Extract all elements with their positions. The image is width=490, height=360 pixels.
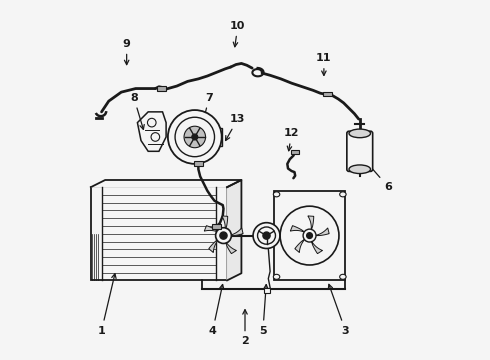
Polygon shape: [314, 228, 329, 235]
Ellipse shape: [258, 227, 275, 244]
Circle shape: [216, 228, 231, 243]
Polygon shape: [308, 216, 314, 231]
FancyBboxPatch shape: [291, 149, 299, 154]
Polygon shape: [204, 226, 220, 233]
Polygon shape: [291, 226, 306, 233]
Text: 4: 4: [209, 284, 224, 336]
Text: 13: 13: [225, 114, 245, 140]
Polygon shape: [295, 238, 306, 252]
Circle shape: [263, 232, 270, 239]
Text: 9: 9: [122, 39, 131, 65]
Circle shape: [184, 126, 205, 148]
Circle shape: [303, 229, 316, 242]
Text: 12: 12: [284, 129, 299, 151]
Polygon shape: [227, 180, 242, 280]
FancyBboxPatch shape: [323, 92, 332, 96]
Circle shape: [307, 233, 313, 238]
Ellipse shape: [253, 223, 280, 248]
Text: 10: 10: [230, 21, 245, 47]
Text: 2: 2: [241, 310, 249, 346]
Ellipse shape: [349, 165, 370, 174]
Circle shape: [151, 133, 160, 141]
Circle shape: [220, 232, 227, 239]
FancyBboxPatch shape: [347, 131, 373, 171]
Ellipse shape: [273, 192, 280, 197]
Text: 11: 11: [316, 53, 332, 75]
FancyBboxPatch shape: [264, 288, 270, 293]
Circle shape: [192, 134, 197, 140]
Text: 3: 3: [328, 284, 349, 336]
Circle shape: [280, 206, 339, 265]
Polygon shape: [91, 180, 242, 187]
Circle shape: [175, 117, 215, 157]
FancyBboxPatch shape: [157, 86, 166, 91]
Ellipse shape: [340, 274, 346, 279]
Text: 8: 8: [130, 93, 144, 129]
Circle shape: [168, 110, 221, 164]
Text: 5: 5: [259, 284, 268, 336]
Text: 7: 7: [202, 93, 213, 122]
Ellipse shape: [273, 274, 280, 279]
Polygon shape: [222, 216, 228, 231]
FancyBboxPatch shape: [194, 161, 203, 166]
Ellipse shape: [340, 192, 346, 197]
Text: 1: 1: [98, 274, 116, 336]
Polygon shape: [225, 240, 236, 254]
Polygon shape: [311, 240, 322, 254]
Text: 6: 6: [366, 162, 392, 192]
FancyBboxPatch shape: [212, 224, 220, 229]
Circle shape: [147, 118, 156, 127]
Polygon shape: [228, 228, 243, 235]
Polygon shape: [209, 238, 220, 252]
Ellipse shape: [349, 129, 370, 138]
